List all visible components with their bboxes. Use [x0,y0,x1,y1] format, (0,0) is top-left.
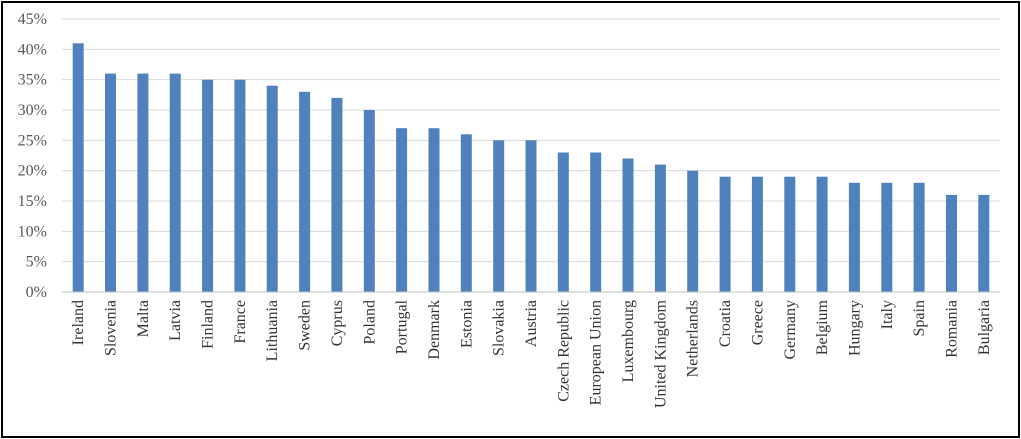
bar-slovakia [493,140,505,292]
bar-finland [202,79,214,292]
bar-germany [784,176,796,292]
x-category-label: Denmark [426,300,443,360]
bar-cyprus [331,97,343,293]
x-category-label: Netherlands [685,300,702,377]
y-tick-label: 5% [26,254,47,271]
x-category-label: Czech Republic [555,300,572,402]
x-category-label: European Union [588,300,605,405]
bar-ireland [72,43,84,292]
x-category-label: France [232,300,249,344]
x-category-label: Croatia [717,300,734,347]
x-category-label: Greece [749,300,766,345]
x-category-label: Belgium [814,299,831,355]
x-category-label: Finland [200,300,217,349]
x-category-label: Poland [361,300,378,344]
gridlines [62,18,1000,263]
x-category-label: United Kingdom [652,299,669,408]
x-category-label: Lithuania [264,300,281,361]
y-tick-label: 10% [18,223,47,240]
x-category-label: Sweden [297,300,314,351]
bars [72,43,990,293]
x-axis-labels: Ireland Slovenia Malta Latvia Finland France L… [70,299,993,408]
bar-poland [363,110,375,292]
bar-united-kingdom [654,164,666,292]
bar-netherlands [687,170,699,292]
x-category-label: Luxembourg [620,300,637,382]
bar-france [234,79,246,292]
bar-sweden [299,91,311,292]
x-category-label: Cyprus [329,300,346,346]
x-category-label: Portugal [394,299,411,354]
bar-malta [137,73,149,292]
y-tick-label: 0% [26,284,47,301]
x-category-label: Romania [943,300,960,358]
x-category-label: Estonia [458,300,475,348]
bar-belgium [816,176,828,292]
bar-hungary [848,182,860,292]
bar-romania [946,194,957,292]
y-tick-label: 20% [18,163,47,180]
bar-european-union [590,152,602,292]
y-tick-label: 30% [18,102,47,119]
x-category-label: Germany [782,300,799,360]
bar-croatia [719,176,731,292]
x-category-label: Slovenia [103,300,120,356]
bar-latvia [169,73,181,292]
bar-spain [913,182,925,292]
y-tick-label: 15% [18,193,47,210]
bar-estonia [460,134,472,292]
bar-portugal [396,128,408,292]
x-category-label: Malta [135,300,152,337]
x-category-label: Spain [911,300,928,336]
x-category-label: Italy [879,300,896,329]
x-category-label: Bulgaria [976,300,993,355]
y-tick-label: 35% [18,72,47,89]
y-axis-ticks: 0% 5% 10% 15% 20% 25% 30% 35% 40% 45% [18,11,47,301]
bar-lithuania [266,85,278,292]
y-tick-label: 45% [18,11,47,28]
bar-czech-republic [557,152,569,292]
bar-italy [881,182,893,292]
x-category-label: Slovakia [491,300,508,356]
x-category-label: Hungary [846,300,863,356]
bar-luxembourg [622,158,634,292]
bar-denmark [428,128,440,292]
bar-bulgaria [978,194,990,292]
bar-slovenia [105,73,116,292]
bar-austria [525,140,537,292]
y-tick-label: 25% [18,132,47,149]
bar-greece [751,176,763,292]
x-category-label: Austria [523,300,540,347]
x-category-label: Ireland [70,300,87,345]
y-tick-label: 40% [18,41,47,58]
x-category-label: Latvia [167,300,184,341]
